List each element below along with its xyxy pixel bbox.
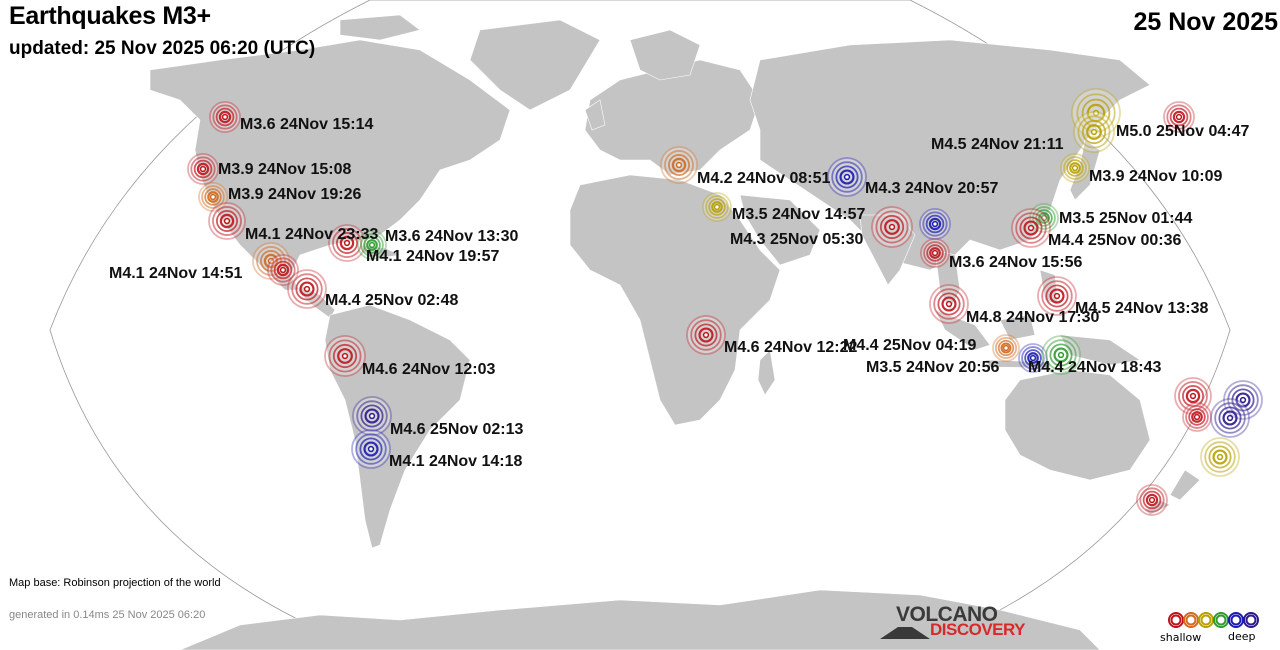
legend-deep-label: deep (1228, 630, 1256, 643)
page-title: Earthquakes M3+ (9, 2, 211, 30)
earthquake-marker-icon[interactable] (208, 202, 246, 240)
volcano-icon (880, 627, 930, 639)
earthquake-marker-icon[interactable] (686, 315, 726, 355)
event-label[interactable]: M4.3 25Nov 05:30 (730, 231, 864, 248)
earthquake-marker-icon[interactable] (920, 238, 950, 268)
event-label[interactable]: M4.6 25Nov 02:13 (390, 421, 524, 438)
event-label[interactable]: M3.6 24Nov 15:56 (949, 254, 1083, 271)
earthquake-marker-icon[interactable] (702, 192, 732, 222)
earthquake-marker-icon[interactable] (1037, 276, 1077, 316)
earthquake-marker-icon[interactable] (1073, 111, 1115, 153)
earthquake-marker-icon[interactable] (1223, 380, 1263, 420)
earthquake-marker-icon[interactable] (929, 284, 969, 324)
logo-discovery-text: DISCOVERY (930, 620, 1026, 639)
event-label[interactable]: M4.6 24Nov 12:03 (362, 361, 496, 378)
event-label[interactable]: M3.6 24Nov 15:14 (240, 116, 374, 133)
event-label[interactable]: M3.5 24Nov 20:56 (866, 359, 1000, 376)
earthquake-marker-icon[interactable] (352, 396, 392, 436)
earthquake-marker-icon[interactable] (187, 153, 219, 185)
date-label: 25 Nov 2025 (1133, 8, 1278, 36)
event-label[interactable]: M3.5 25Nov 01:44 (1059, 210, 1193, 227)
earthquake-marker-icon[interactable] (1182, 402, 1212, 432)
event-label[interactable]: M4.6 24Nov 12:22 (724, 339, 858, 356)
event-label[interactable]: M4.4 25Nov 00:36 (1048, 232, 1182, 249)
map-base-note: Map base: Robinson projection of the wor… (9, 577, 221, 589)
volcanodiscovery-logo[interactable]: VOLCANO DISCOVERY (880, 603, 1040, 643)
depth-legend: shallow deep (1160, 609, 1270, 649)
event-label[interactable]: M4.2 24Nov 08:51 (697, 170, 831, 187)
earthquake-marker-icon[interactable] (351, 429, 391, 469)
earthquake-marker-icon[interactable] (287, 269, 327, 309)
map-outline (49, 0, 1231, 650)
event-label[interactable]: M4.5 24Nov 13:38 (1075, 300, 1209, 317)
event-label[interactable]: M4.1 24Nov 23:33 (245, 226, 379, 243)
logo-volcano-text: VOLCANO (896, 603, 998, 626)
earthquake-marker-icon[interactable] (871, 206, 913, 248)
event-label[interactable]: M4.4 25Nov 04:19 (843, 337, 977, 354)
event-label[interactable]: M4.3 24Nov 20:57 (865, 180, 999, 197)
event-label[interactable]: M4.1 24Nov 14:18 (389, 453, 523, 470)
generated-note: generated in 0.14ms 25 Nov 2025 06:20 (9, 609, 206, 621)
event-label[interactable]: M3.9 24Nov 15:08 (218, 161, 352, 178)
event-label[interactable]: M4.8 24Nov 17:30 (966, 309, 1100, 326)
event-label[interactable]: M4.4 25Nov 02:48 (325, 292, 459, 309)
event-label[interactable]: M4.1 24Nov 14:51 (109, 265, 243, 282)
event-label[interactable]: M3.9 24Nov 10:09 (1089, 168, 1223, 185)
earthquake-markers (187, 88, 1263, 516)
earthquake-marker-icon[interactable] (1136, 484, 1168, 516)
event-label[interactable]: M4.5 24Nov 21:11 (931, 136, 1064, 153)
land-masses (149, 14, 1201, 650)
event-label[interactable]: M4.4 24Nov 18:43 (1028, 359, 1162, 376)
earthquake-marker-icon[interactable] (919, 208, 951, 240)
earthquake-marker-icon[interactable] (1018, 343, 1048, 373)
earthquake-marker-icon[interactable] (660, 146, 698, 184)
earthquake-marker-icon[interactable] (1060, 153, 1090, 183)
earthquake-marker-icon[interactable] (324, 335, 366, 377)
earthquake-marker-icon[interactable] (1011, 208, 1051, 248)
earthquake-marker-icon[interactable] (1041, 335, 1081, 375)
updated-timestamp: updated: 25 Nov 2025 06:20 (UTC) (9, 38, 316, 59)
earthquake-marker-icon[interactable] (1210, 398, 1250, 438)
earthquake-marker-icon[interactable] (827, 157, 867, 197)
earthquake-marker-icon[interactable] (992, 334, 1020, 362)
earthquake-marker-icon[interactable] (328, 224, 366, 262)
event-label[interactable]: M5.0 25Nov 04:47 (1116, 123, 1250, 140)
event-label[interactable]: M3.9 24Nov 19:26 (228, 186, 362, 203)
legend-shallow-label: shallow (1160, 631, 1202, 644)
earthquake-marker-icon[interactable] (1163, 101, 1195, 133)
event-label[interactable]: M3.6 24Nov 13:30 (385, 228, 519, 245)
earthquake-marker-icon[interactable] (267, 254, 299, 286)
event-label[interactable]: M3.5 24Nov 14:57 (732, 206, 866, 223)
earthquake-marker-icon[interactable] (357, 230, 387, 260)
earthquake-marker-icon[interactable] (1200, 437, 1240, 477)
depth-color-scale-icon (1168, 612, 1259, 628)
earthquake-marker-icon[interactable] (209, 101, 241, 133)
event-label[interactable]: M4.1 24Nov 19:57 (366, 248, 500, 265)
earthquake-marker-icon[interactable] (198, 182, 228, 212)
